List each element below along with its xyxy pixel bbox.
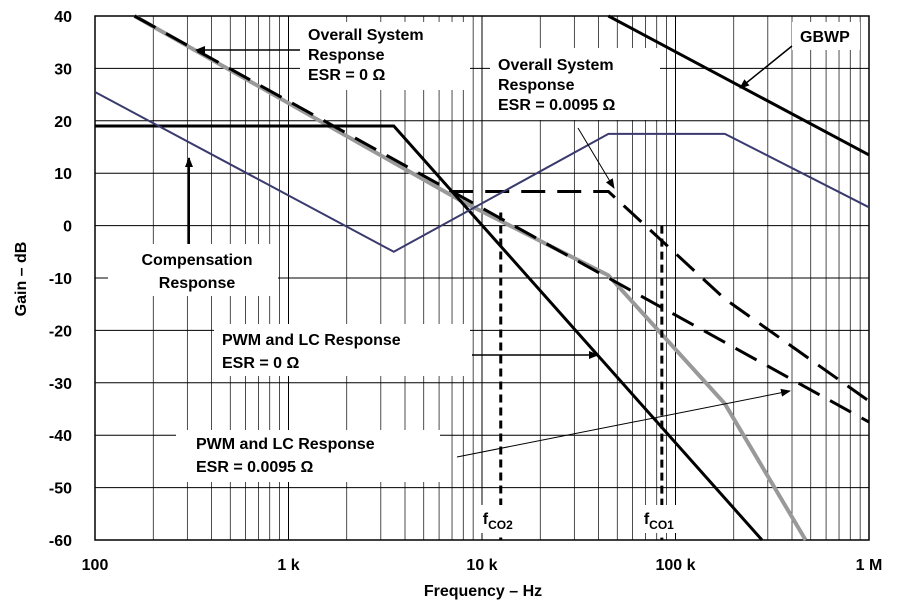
annotation-pwm-esr00095: PWM and LC Response ESR = 0.0095 Ω bbox=[176, 388, 791, 482]
svg-text:Response: Response bbox=[159, 275, 236, 292]
series-line-5 bbox=[94, 91, 870, 253]
y-tick-label: 20 bbox=[54, 114, 72, 131]
x-tick-label: 10 k bbox=[466, 557, 497, 574]
annotation-arrow bbox=[577, 127, 615, 189]
series-line-1 bbox=[133, 14, 808, 542]
x-axis-label: Frequency – Hz bbox=[424, 583, 542, 600]
svg-text:Overall System: Overall System bbox=[498, 57, 614, 74]
svg-text:Compensation: Compensation bbox=[141, 252, 252, 269]
y-tick-label: 10 bbox=[54, 166, 72, 183]
plot-frame bbox=[94, 15, 870, 541]
y-tick-label: -20 bbox=[49, 323, 72, 340]
svg-text:PWM and LC Response: PWM and LC Response bbox=[196, 436, 375, 453]
x-tick-labels: 100 1 k 10 k 100 k 1 M bbox=[82, 557, 883, 574]
svg-text:ESR = 0 Ω: ESR = 0 Ω bbox=[222, 355, 299, 372]
annotation-arrow bbox=[456, 388, 791, 458]
annotation-overall-esr0: Overall System Response ESR = 0 Ω bbox=[195, 22, 470, 90]
y-tick-label: -10 bbox=[49, 271, 72, 288]
annotation-arrow bbox=[739, 45, 793, 89]
y-tick-label: 30 bbox=[54, 61, 72, 78]
x-tick-label: 100 bbox=[82, 557, 109, 574]
y-tick-label: -40 bbox=[49, 428, 72, 445]
svg-text:Overall System: Overall System bbox=[308, 27, 424, 44]
x-tick-label: 1 M bbox=[856, 557, 883, 574]
y-tick-label: -60 bbox=[49, 533, 72, 550]
svg-text:GBWP: GBWP bbox=[800, 29, 850, 46]
x-tick-label: 1 k bbox=[277, 557, 299, 574]
crossover-label-bg bbox=[637, 505, 696, 533]
crossover-label-1: fCO2 bbox=[483, 511, 513, 532]
crossover-label-2: fCO1 bbox=[644, 511, 674, 532]
crossover-label-bg bbox=[476, 505, 535, 533]
annotation-gbwp: GBWP bbox=[739, 22, 860, 89]
series-line-3 bbox=[95, 124, 764, 541]
annotation-pwm-esr0: PWM and LC Response ESR = 0 Ω bbox=[214, 324, 599, 376]
svg-text:ESR = 0.0095 Ω: ESR = 0.0095 Ω bbox=[196, 459, 314, 476]
annotation-overall-esr00095: Overall System Response ESR = 0.0095 Ω bbox=[490, 48, 660, 189]
annotation-compensation: Compensation Response bbox=[108, 157, 278, 296]
y-axis-label: Gain – dB bbox=[13, 242, 30, 317]
series-line-6 bbox=[607, 14, 870, 157]
svg-text:PWM and LC Response: PWM and LC Response bbox=[222, 332, 401, 349]
y-tick-label: -50 bbox=[49, 481, 72, 498]
y-tick-label: 40 bbox=[54, 9, 72, 26]
y-tick-labels: 40 30 20 10 0 -10 -20 -30 -40 -50 -60 bbox=[49, 9, 72, 550]
svg-text:ESR = 0.0095 Ω: ESR = 0.0095 Ω bbox=[498, 97, 616, 114]
x-tick-label: 100 k bbox=[655, 557, 695, 574]
y-tick-label: 0 bbox=[63, 219, 72, 236]
svg-text:Response: Response bbox=[308, 47, 385, 64]
svg-text:Response: Response bbox=[498, 77, 575, 94]
series-line-2 bbox=[133, 14, 870, 403]
y-tick-label: -30 bbox=[49, 376, 72, 393]
crossover-markers: fCO2 fCO1 bbox=[476, 212, 696, 540]
svg-text:ESR = 0 Ω: ESR = 0 Ω bbox=[308, 67, 385, 84]
